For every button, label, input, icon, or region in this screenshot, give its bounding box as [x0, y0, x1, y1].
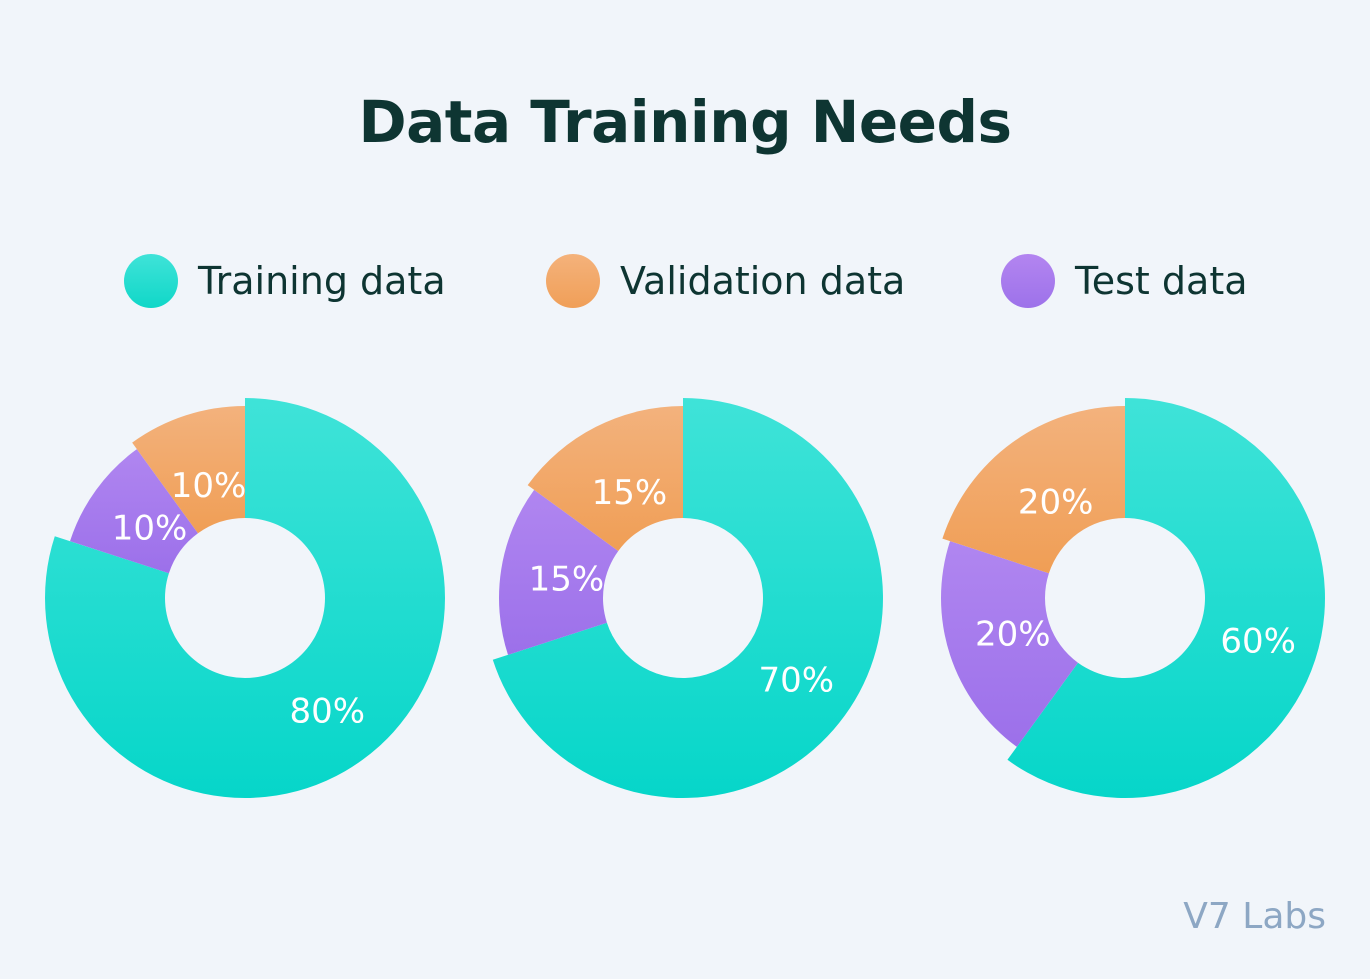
chart-title: Data Training Needs: [358, 88, 1012, 156]
donut1-label-validation: 10%: [171, 466, 247, 506]
donut3-label-test: 20%: [975, 614, 1051, 654]
legend-label-test: Test data: [1075, 259, 1248, 303]
donut1-label-test: 10%: [112, 509, 188, 549]
legend-item-training: Training data: [124, 254, 446, 308]
validation-swatch: [546, 254, 600, 308]
donut3-slice-validation: [942, 406, 1125, 574]
donut3-slice-test: [940, 541, 1078, 747]
donut2-label-training: 70%: [758, 660, 834, 700]
donut2-label-validation: 15%: [592, 473, 668, 513]
donut3-label-training: 60%: [1220, 621, 1296, 661]
legend-label-validation: Validation data: [620, 259, 906, 303]
donut1-label-training: 80%: [290, 691, 366, 731]
legend-item-test: Test data: [1001, 254, 1248, 308]
training-swatch: [124, 254, 178, 308]
test-swatch: [1001, 254, 1055, 308]
donut2-slice-training: [492, 398, 883, 798]
donut1-slice-training: [44, 398, 445, 798]
donut2-label-test: 15%: [529, 560, 605, 600]
donut3-label-validation: 20%: [1018, 483, 1094, 523]
legend-item-validation: Validation data: [546, 254, 905, 308]
donut2-slice-validation: [527, 406, 683, 551]
donut1-slice-test: [70, 449, 198, 574]
donut1-slice-validation: [132, 406, 245, 534]
donut3-slice-training: [1007, 398, 1325, 798]
legend-label-training: Training data: [198, 259, 446, 303]
donut2-slice-test: [499, 489, 619, 655]
footer-brand: V7 Labs: [1183, 896, 1326, 937]
